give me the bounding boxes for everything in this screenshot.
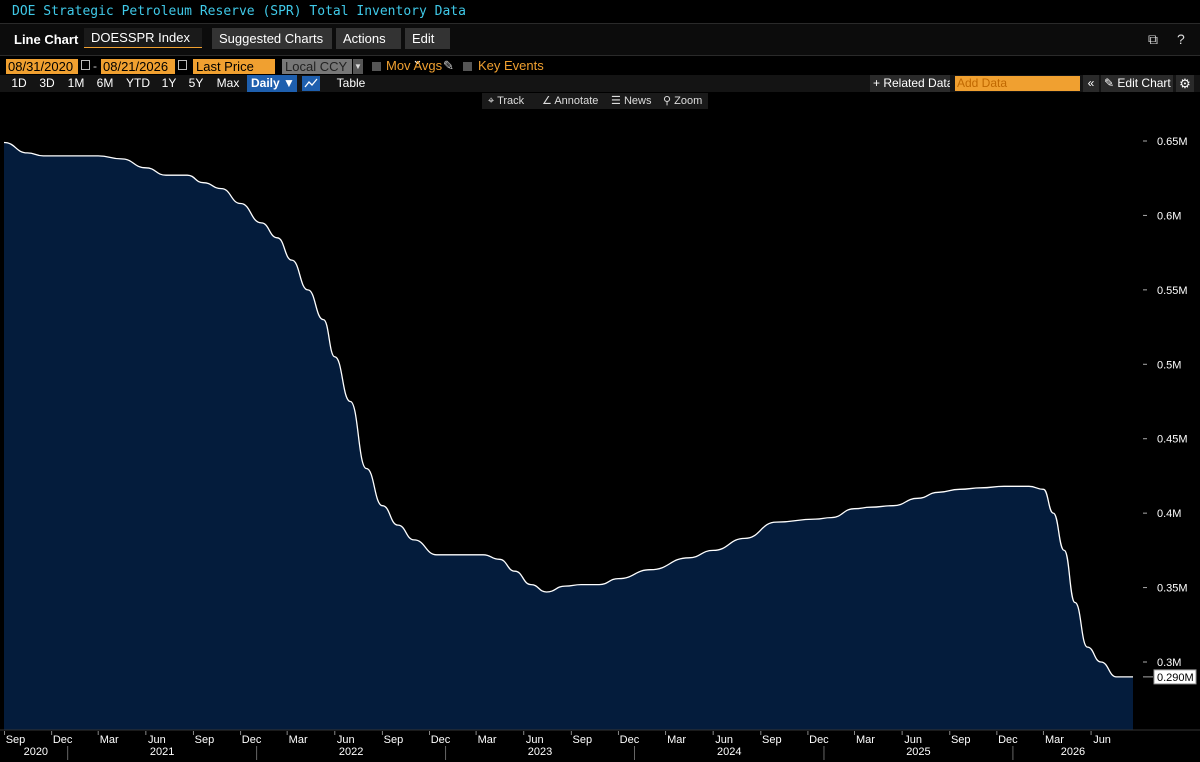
period-1d[interactable]: 1D xyxy=(11,76,27,90)
x-month-label: Mar xyxy=(100,734,119,746)
frequency-select[interactable]: Daily ▼ xyxy=(247,75,297,92)
x-month-label: Jun xyxy=(715,734,733,746)
x-month-label: Dec xyxy=(53,734,73,746)
x-year-label: 2026 xyxy=(1061,746,1085,758)
zoom-icon: ⚲ xyxy=(663,95,672,107)
x-month-label: Mar xyxy=(478,734,497,746)
y-tick-label: 0.4M xyxy=(1157,508,1181,520)
series-area xyxy=(4,142,1133,730)
ticker-field[interactable]: DOESSPR Index xyxy=(84,28,202,48)
x-month-label: Mar xyxy=(667,734,686,746)
x-month-label: Sep xyxy=(384,734,404,746)
currency-select[interactable]: Local CCY xyxy=(282,59,352,74)
y-tick-label: 0.6M xyxy=(1157,210,1181,222)
x-month-label: Sep xyxy=(195,734,215,746)
top-strip: DOE Strategic Petroleum Reserve (SPR) To… xyxy=(0,0,1200,22)
edit-chart-button[interactable]: ✎ Edit Chart xyxy=(1101,75,1173,92)
pencil-icon[interactable]: ✎ xyxy=(443,58,454,73)
x-month-label: Mar xyxy=(1045,734,1064,746)
x-month-label: Sep xyxy=(951,734,971,746)
track-tool[interactable]: ⌖ Track xyxy=(488,95,525,107)
x-axis: Sep Dec Mar Jun Sep Dec Mar Jun Sep Dec Mar Jun Sep D… xyxy=(0,729,1200,760)
edit-button[interactable]: Edit ⌄ xyxy=(405,28,450,67)
chart-type-label: Line Chart xyxy=(14,32,79,47)
y-tick-label: 0.55M xyxy=(1157,285,1188,297)
mov-avgs-label[interactable]: Mov Avgs xyxy=(386,58,443,73)
x-month-label: Jun xyxy=(337,734,355,746)
crosshair-icon: ⌖ xyxy=(488,95,495,107)
help-icon[interactable]: ? xyxy=(1177,31,1185,47)
x-year-label: 2022 xyxy=(339,746,363,758)
x-year-label: 2023 xyxy=(528,746,552,758)
main-toolbar: Line Chart DOESSPR Index Suggested Chart… xyxy=(0,23,1200,67)
x-year-label: 2020 xyxy=(24,746,48,758)
key-events-checkbox[interactable] xyxy=(463,62,472,71)
y-tick-label: 0.35M xyxy=(1157,583,1188,595)
line-chart-icon[interactable] xyxy=(302,76,320,91)
chart-tools: ⌖ Track ∠ Annotate ☰ News ⚲ Zoom xyxy=(482,93,708,109)
pencil-icon: ✎ xyxy=(1104,76,1115,90)
y-tick-label: 0.65M xyxy=(1157,136,1188,148)
last-value-box xyxy=(1153,669,1197,685)
x-month-label: Jun xyxy=(904,734,922,746)
x-month-label: Sep xyxy=(6,734,26,746)
last-value-label: 0.290M xyxy=(1143,669,1197,685)
suggested-charts-button[interactable]: Suggested Charts ⌄ xyxy=(212,28,332,67)
annotate-tool[interactable]: ∠ Annotate xyxy=(542,95,599,107)
x-month-label: Dec xyxy=(998,734,1018,746)
x-year-label: 2021 xyxy=(150,746,174,758)
key-events-label[interactable]: Key Events xyxy=(478,58,544,73)
y-axis: 0.3M 0.35M 0.4M 0.45M 0.5M 0.55M 0.6M 0.65M xyxy=(1143,136,1188,669)
news-tool[interactable]: ☰ News xyxy=(611,95,652,107)
collapse-icon[interactable]: « xyxy=(1083,75,1099,92)
period-ytd[interactable]: YTD xyxy=(126,76,150,90)
period-1y[interactable]: 1Y xyxy=(161,76,177,90)
x-month-label: Jun xyxy=(1093,734,1111,746)
settings-bar: 08/31/2020 - 08/21/2026 Last Price Local… xyxy=(0,57,1200,75)
x-year-label: 2024 xyxy=(717,746,741,758)
calendar-icon[interactable] xyxy=(178,60,187,70)
field-select[interactable]: Last Price xyxy=(193,59,275,74)
gear-icon[interactable]: ⚙ xyxy=(1176,75,1194,92)
x-month-label: Mar xyxy=(856,734,875,746)
y-tick-label: 0.45M xyxy=(1157,434,1188,446)
security-subtitle: DOE Strategic Petroleum Reserve (SPR) To… xyxy=(12,4,466,19)
news-icon: ☰ xyxy=(611,95,621,107)
start-date-input[interactable]: 08/31/2020 xyxy=(6,59,78,74)
x-month-label: Jun xyxy=(148,734,166,746)
x-month-label: Dec xyxy=(242,734,262,746)
related-data-button[interactable]: + Related Data xyxy=(870,75,950,92)
date-separator: - xyxy=(93,59,97,73)
period-6m[interactable]: 6M xyxy=(96,76,114,90)
plot-area xyxy=(3,141,1133,730)
add-data-input[interactable]: Add Data xyxy=(955,76,1080,91)
table-button[interactable]: Table xyxy=(336,76,366,90)
period-bar: 1D 3D 1M 6M YTD 1Y 5Y Max Daily ▼ Table … xyxy=(0,75,1200,92)
chevron-down-icon: ⌄ xyxy=(412,52,423,67)
x-month-label: Dec xyxy=(431,734,451,746)
zoom-tool[interactable]: ⚲ Zoom xyxy=(663,95,703,107)
calendar-icon[interactable] xyxy=(81,60,90,70)
period-5y[interactable]: 5Y xyxy=(188,76,204,90)
chevron-down-icon[interactable]: ▼ xyxy=(353,59,363,74)
last-value-text: 0.290M xyxy=(1157,672,1194,684)
y-tick-label: 0.3M xyxy=(1157,657,1181,669)
x-month-label: Dec xyxy=(620,734,640,746)
x-month-label: Sep xyxy=(573,734,593,746)
x-month-label: Sep xyxy=(762,734,782,746)
popout-icon[interactable]: ⧉ xyxy=(1148,31,1158,47)
period-max[interactable]: Max xyxy=(216,76,240,90)
x-month-label: Jun xyxy=(526,734,544,746)
period-1m[interactable]: 1M xyxy=(67,76,85,90)
period-3d[interactable]: 3D xyxy=(39,76,55,90)
mov-avgs-checkbox[interactable] xyxy=(372,62,381,71)
y-tick-label: 0.5M xyxy=(1157,359,1181,371)
annotate-icon: ∠ xyxy=(542,95,552,107)
x-month-label: Dec xyxy=(809,734,829,746)
end-date-input[interactable]: 08/21/2026 xyxy=(101,59,175,74)
x-month-label: Mar xyxy=(289,734,308,746)
series-line xyxy=(3,141,1133,678)
x-year-label: 2025 xyxy=(906,746,930,758)
